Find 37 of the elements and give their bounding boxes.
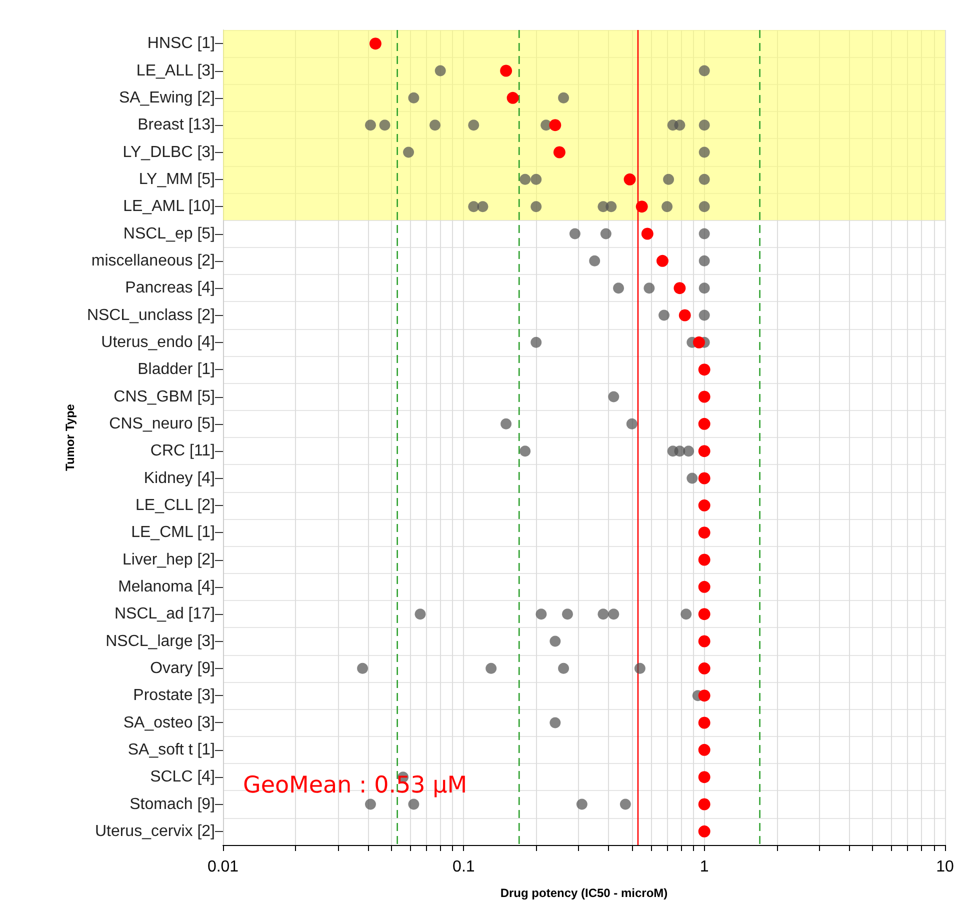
annotation: GeoMean : 0.53 µM [243,772,468,798]
x-tick-label: 10 [936,858,954,876]
y-tick-label: Kidney [4] [144,470,215,487]
y-tick-label: Bladder [1] [138,361,215,378]
y-tick-label: LE_CML [1] [131,524,215,542]
y-tick-label: NSCL_large [3] [106,632,215,650]
y-tick-label: LE_ALL [3] [136,62,215,80]
y-tick-label: LY_MM [5] [138,170,215,188]
x-tick-label: 0.01 [207,858,239,876]
y-tick-label: Ovary [9] [150,660,215,677]
y-tick-label: Uterus_cervix [2] [94,822,215,840]
y-tick-label: miscellaneous [2] [91,252,215,270]
y-tick-label: LE_AML [10] [123,198,215,216]
y-tick-label: SA_Ewing [2] [118,89,215,106]
y-tick-label: NSCL_unclass [2] [86,306,215,324]
x-tick-label: 0.1 [452,858,475,876]
y-tick-label: Liver_hep [2] [122,551,215,568]
y-tick-label: NSCL_ep [5] [123,225,215,242]
y-tick-label: SA_soft t [1] [128,741,215,758]
y-tick-label: CNS_GBM [5] [114,388,215,406]
y-tick-label: Melanoma [4] [118,578,215,596]
y-tick-label: CRC [11] [150,442,215,460]
y-tick-label: Uterus_endo [4] [101,334,215,351]
y-tick-label: HNSC [1] [147,35,215,52]
y-axis-title: Tumor Type [63,404,78,471]
y-tick-label: NSCL_ad [17] [114,606,215,623]
y-tick-label: LE_CLL [2] [136,496,215,514]
y-tick-label: CNS_neuro [5] [109,415,215,432]
y-tick-label: Stomach [9] [130,796,215,813]
y-tick-label: Prostate [3] [133,687,215,704]
x-axis-title: Drug potency (IC50 - microM) [500,886,668,900]
x-tick-label: 1 [700,858,709,876]
y-tick-label: SCLC [4] [150,768,215,786]
y-tick-label: Pancreas [4] [125,280,215,297]
y-tick-label: Breast [13] [138,116,215,134]
y-tick-label: SA_osteo [3] [123,714,215,732]
y-tick-label: LY_DLBC [3] [122,144,215,161]
